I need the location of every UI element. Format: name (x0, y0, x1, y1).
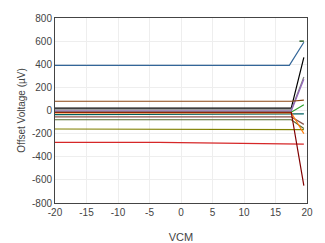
svg-text:-15: -15 (79, 207, 94, 218)
svg-text:-20: -20 (48, 207, 63, 218)
svg-text:Offset Voltage (µV): Offset Voltage (µV) (16, 68, 27, 153)
svg-text:VCM: VCM (169, 231, 193, 243)
svg-text:600: 600 (35, 36, 52, 47)
svg-text:-10: -10 (111, 207, 126, 218)
svg-text:0: 0 (178, 207, 184, 218)
svg-text:15: 15 (270, 207, 282, 218)
svg-text:-200: -200 (32, 128, 52, 139)
svg-text:800: 800 (35, 13, 52, 24)
svg-text:10: 10 (238, 207, 250, 218)
svg-text:-600: -600 (32, 174, 52, 185)
svg-text:-400: -400 (32, 151, 52, 162)
svg-text:20: 20 (301, 207, 313, 218)
svg-text:0: 0 (46, 105, 52, 116)
svg-text:-5: -5 (145, 207, 154, 218)
svg-text:-800: -800 (32, 198, 52, 209)
svg-text:5: 5 (210, 207, 216, 218)
svg-text:400: 400 (35, 59, 52, 70)
svg-text:200: 200 (35, 82, 52, 93)
